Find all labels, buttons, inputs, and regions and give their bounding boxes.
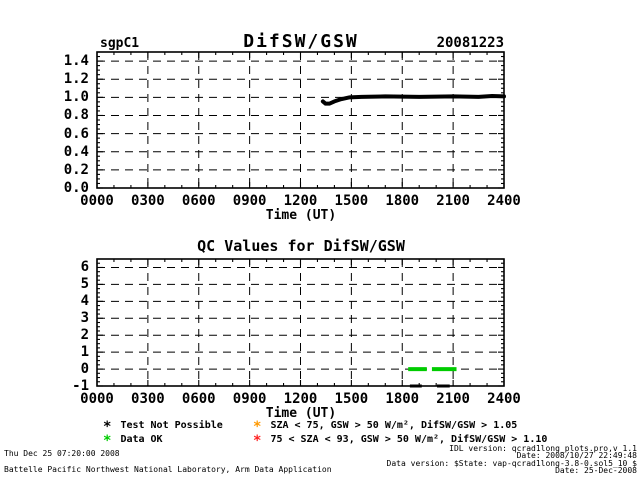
plot2-y-tick-label: 6 [80, 259, 89, 276]
footer-data-version: Data version: $State: vap-qcrad1long-3.8… [386, 458, 637, 468]
plot1-y-tick-label: 0.6 [63, 125, 89, 142]
plot2-x-tick-label: 1800 [385, 391, 420, 407]
plot1-x-tick-label: 1200 [283, 193, 318, 209]
legend-item-sza75: * SZA < 75, GSW > 50 W/m², DifSW/GSW > 1… [253, 419, 518, 435]
legend-item-test-not-possible: * Test Not Possible [103, 419, 223, 435]
plot2-x-tick-label: 1200 [283, 391, 318, 407]
plot2-x-tick-label: 0000 [80, 391, 114, 407]
plot2-x-axis-title: Time (UT) [265, 406, 337, 421]
legend-item-data-ok: * Data OK [103, 433, 163, 449]
plot1-title: DifSW/GSW [243, 31, 359, 52]
plot2-y-tick-label: -1 [72, 378, 89, 394]
plot1-x-tick-label: 0000 [80, 193, 114, 209]
plot1-x-tick-label: 0600 [181, 193, 216, 209]
plot2-x-tick-label: 0300 [131, 391, 165, 407]
date-label: 20081223 [436, 35, 504, 51]
plot1-y-tick-label: 0.0 [63, 180, 89, 196]
plot1-x-tick-label: 2400 [487, 193, 521, 209]
plot2-y-tick-label: 2 [80, 327, 89, 344]
plot1-x-tick-label: 1800 [385, 193, 420, 209]
plot2-y-tick-label: 5 [80, 276, 89, 293]
plot1-y-tick-label: 0.2 [63, 161, 89, 178]
legend-label-sza75: SZA < 75, GSW > 50 W/m², DifSW/GSW > 1.0… [270, 420, 518, 431]
legend-label-data-ok: Data OK [120, 434, 163, 445]
asterisk-marker-icon: * [103, 433, 112, 449]
asterisk-marker-icon: * [253, 419, 262, 435]
plot2-x-tick-label: 0600 [181, 391, 216, 407]
plot1-x-tick-label: 0900 [232, 193, 267, 209]
plot1-x-tick-label: 0300 [131, 193, 165, 209]
plot1-y-tick-label: 1.0 [63, 89, 89, 106]
footer-version-block: IDL version: qcrad1long_plots.pro,v 1.1 … [386, 444, 637, 476]
plot2-y-tick-label: 3 [80, 310, 89, 327]
plot1-y-tick-label: 1.4 [63, 53, 89, 70]
footer-organization: Battelle Pacific Northwest National Labo… [4, 465, 332, 474]
plot1-x-tick-label: 2100 [436, 193, 470, 209]
plot2-x-tick-label: 2100 [436, 391, 470, 407]
legend-item-sza93: * 75 < SZA < 93, GSW > 50 W/m², DifSW/GS… [253, 433, 548, 449]
plot2-x-tick-label: 0900 [232, 391, 267, 407]
footer-timestamp: Thu Dec 25 07:20:00 2008 [4, 449, 120, 458]
plot2-chart [96, 258, 505, 388]
plot2-title: QC Values for DifSW/GSW [197, 237, 405, 255]
footer-plot-date: Date: 25-Dec-2008 [555, 466, 637, 476]
site-label: sgpC1 [100, 36, 140, 51]
plot1-y-tick-label: 0.8 [63, 107, 89, 124]
legend-label-test-not-possible: Test Not Possible [120, 420, 223, 431]
plot2-y-tick-label: 1 [80, 344, 89, 361]
legend-label-sza93: 75 < SZA < 93, GSW > 50 W/m², DifSW/GSW … [270, 434, 548, 445]
plot2-y-tick-label: 0 [80, 361, 89, 378]
plot1-y-tick-label: 1.2 [63, 71, 89, 88]
plot2-x-tick-label: 2400 [487, 391, 521, 407]
plot1-chart [96, 51, 506, 189]
footer-idl-date: Date: 2008/10/27 22:49:48 [516, 451, 637, 461]
asterisk-marker-icon: * [253, 433, 262, 449]
asterisk-marker-icon: * [103, 419, 112, 435]
plot1-y-tick-label: 0.4 [63, 143, 89, 160]
plot2-x-tick-label: 1500 [334, 391, 369, 407]
plot2-y-tick-label: 4 [80, 293, 89, 310]
plot1-x-axis-title: Time (UT) [265, 208, 337, 223]
footer-idl-version: IDL version: qcrad1long_plots.pro,v 1.1 [449, 444, 637, 453]
plot1-x-tick-label: 1500 [334, 193, 369, 209]
